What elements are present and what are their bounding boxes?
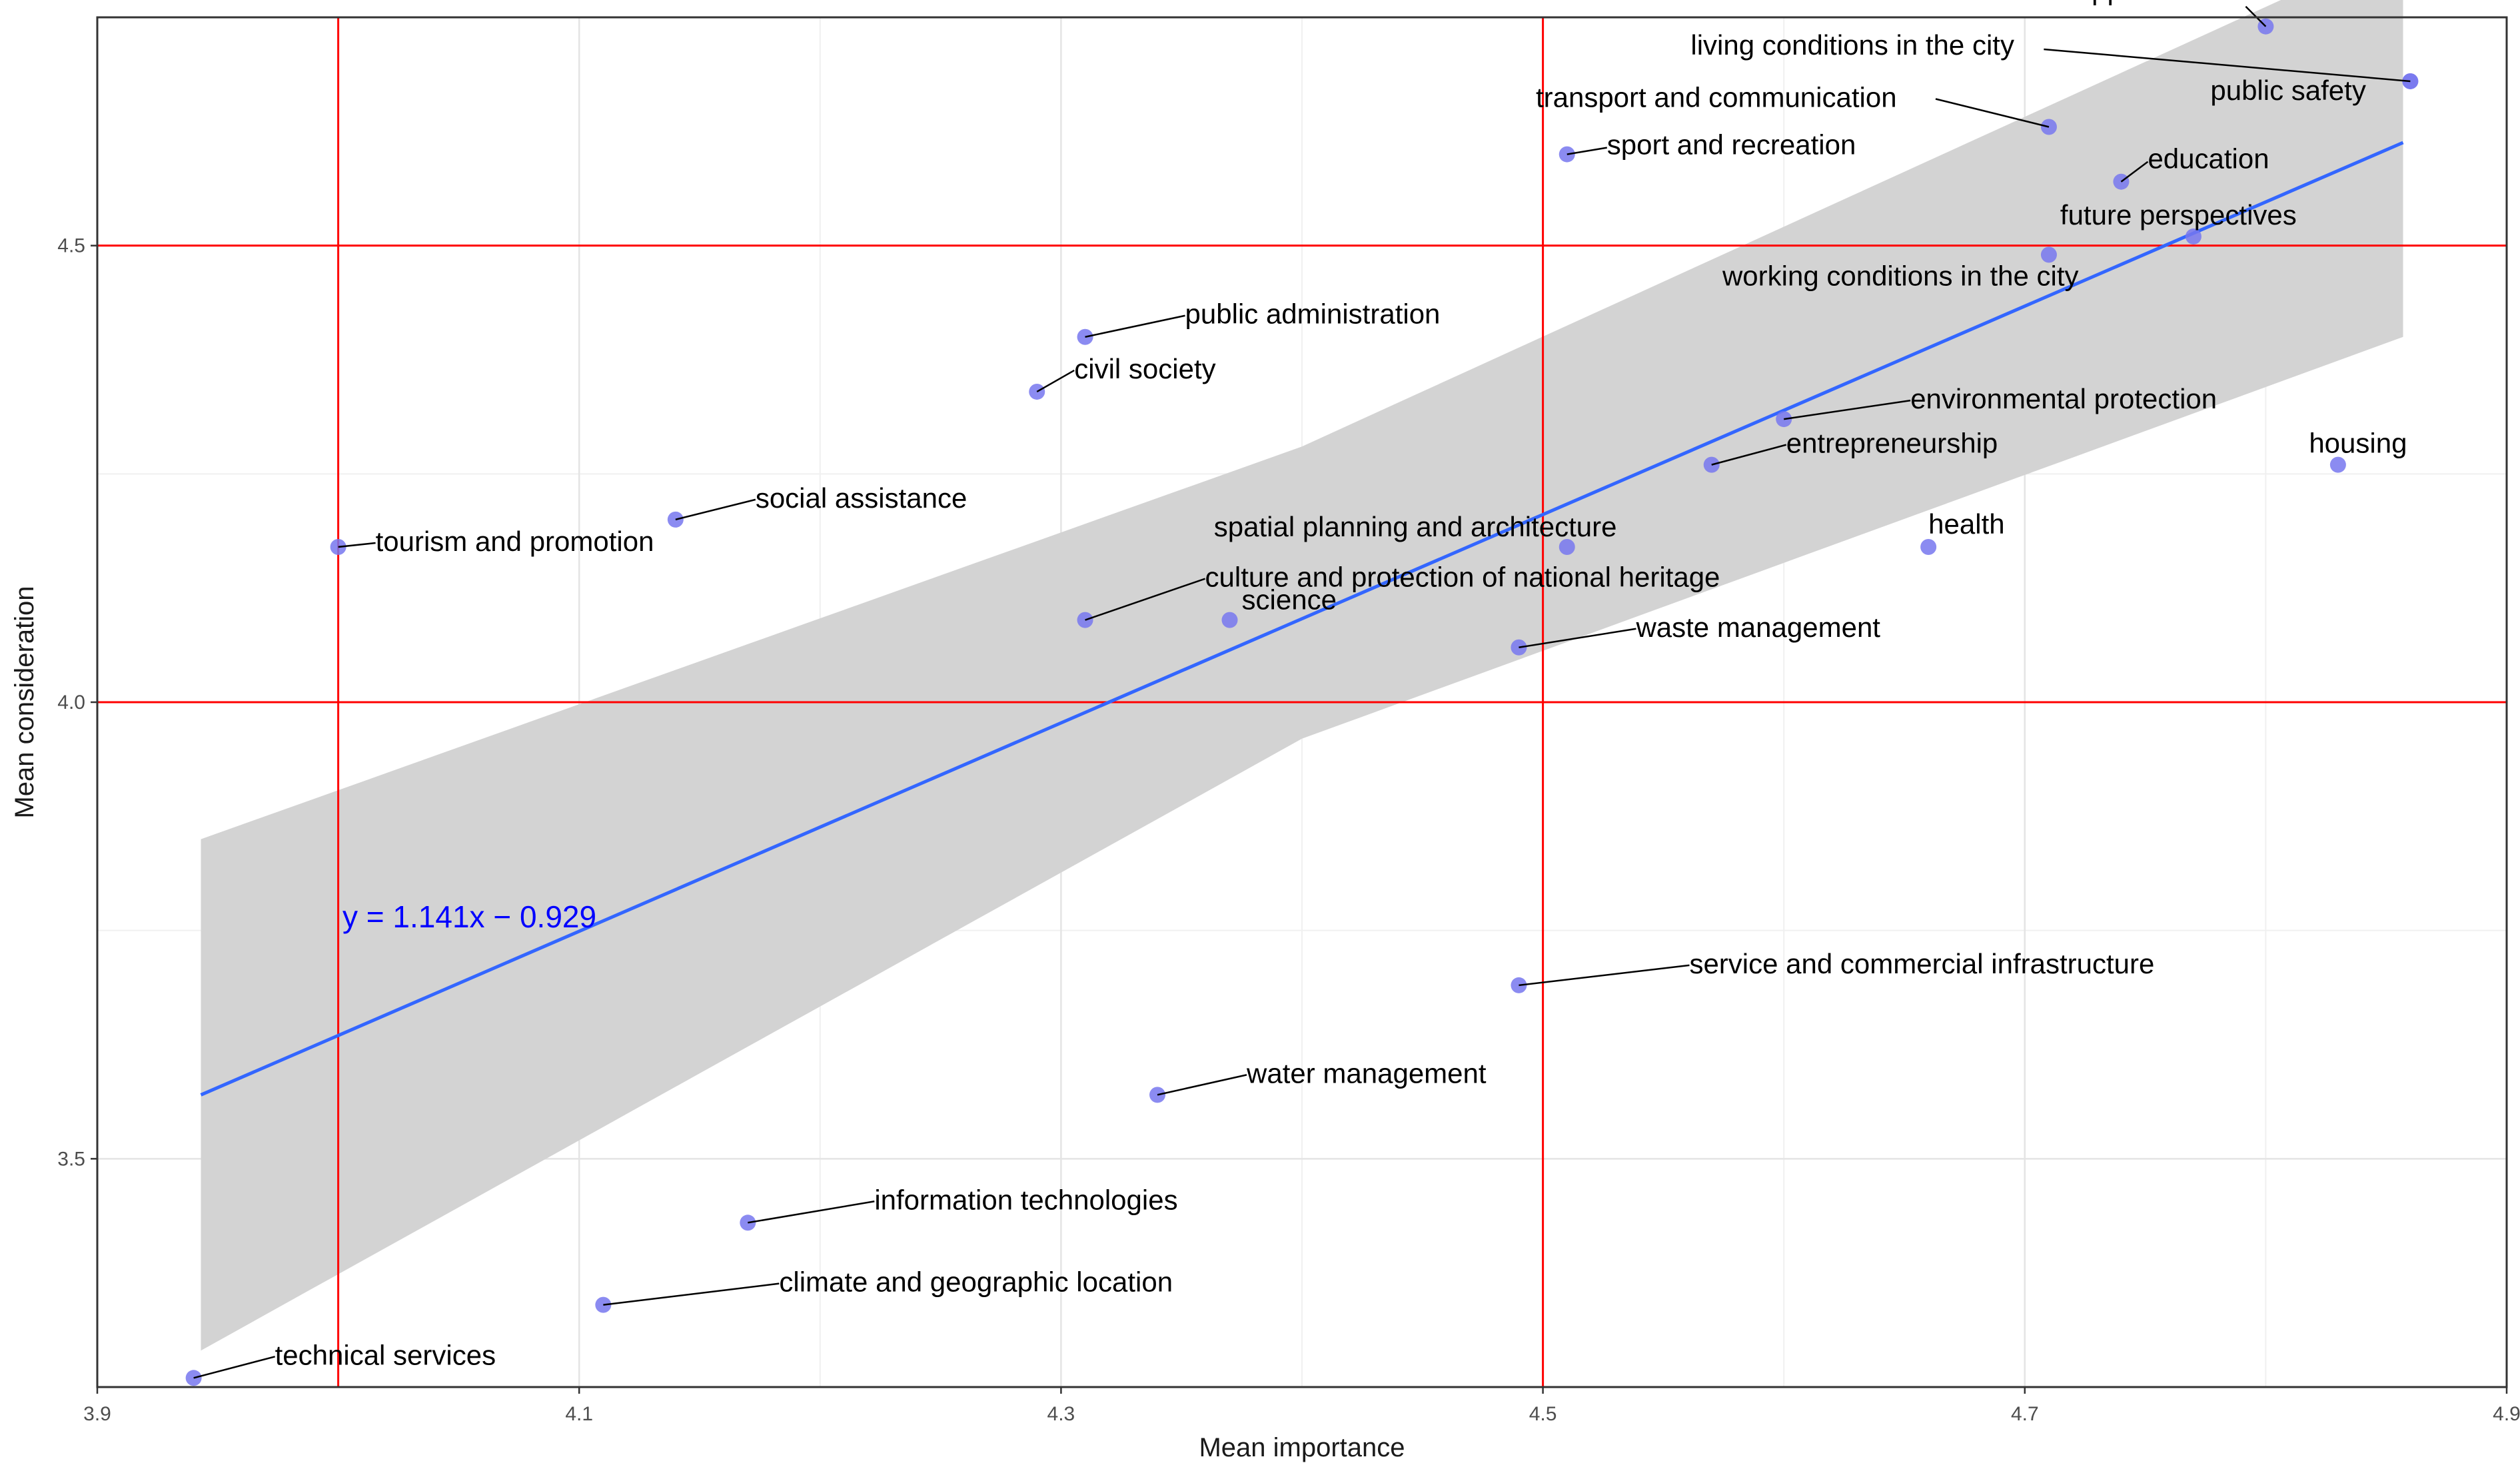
point-label: technical services	[275, 1339, 496, 1370]
leader-line	[1085, 314, 1185, 338]
point-label: transport and communication	[1536, 81, 1897, 113]
point-label: future perspectives	[2060, 199, 2297, 231]
point-label: health	[1928, 508, 2004, 540]
x-tick-label: 3.9	[83, 1403, 111, 1425]
point-label: tourism and promotion	[376, 526, 654, 557]
x-axis-ticks: 3.9 4.1 4.3 4.5 4.7 4.9	[83, 1387, 2520, 1425]
point-label: climate and geographic location	[779, 1266, 1173, 1298]
leader-line	[338, 542, 376, 548]
point-label: civil society	[1074, 353, 1215, 384]
leader-line	[1935, 98, 2050, 128]
point-label: science	[1242, 584, 1337, 616]
data-point	[2040, 246, 2057, 263]
point-label: culture and protection of national herit…	[1205, 562, 1720, 593]
point-label: leisure opportunities	[1986, 0, 2236, 6]
leader-line	[1036, 369, 1075, 393]
point-label: environmental protection	[1910, 383, 2217, 414]
point-label: service and commercial infrastructure	[1689, 948, 2154, 979]
leader-line	[675, 498, 756, 521]
x-tick-label: 4.3	[1047, 1403, 1075, 1425]
data-point	[2329, 456, 2346, 473]
regression-line	[200, 141, 2404, 1097]
leader-line	[1519, 628, 1636, 648]
point-label: working conditions in the city	[1722, 260, 2079, 291]
x-axis-title: Mean importance	[1199, 1433, 1405, 1462]
point-label: housing	[2309, 428, 2407, 459]
point-label: spatial planning and architecture	[1214, 511, 1617, 542]
leader-line	[1784, 399, 1911, 420]
point-label: public administration	[1185, 298, 1441, 330]
point-label: waste management	[1635, 612, 1880, 643]
point-label: information technologies	[874, 1184, 1177, 1215]
regression-equation: y = 1.141x − 0.929	[342, 899, 596, 934]
point-label: social assistance	[756, 482, 967, 514]
leader-line	[1711, 444, 1787, 466]
data-point	[1920, 538, 1937, 555]
leader-line	[193, 1356, 275, 1379]
leader-line	[1157, 1074, 1247, 1096]
leader-line	[2120, 161, 2149, 183]
leader-line	[603, 1282, 780, 1306]
point-label: entrepreneurship	[1786, 428, 1998, 459]
reference-lines	[97, 17, 2507, 1387]
leader-line	[1519, 964, 1690, 987]
point-label: living conditions in the city	[1690, 29, 2014, 61]
leader-line	[2044, 48, 2411, 83]
point-label: water management	[1246, 1057, 1487, 1089]
data-point	[1559, 538, 1575, 555]
label-leader-lines	[193, 5, 2411, 1379]
y-tick-label: 3.5	[57, 1148, 85, 1170]
x-tick-label: 4.7	[2011, 1403, 2039, 1425]
x-tick-label: 4.9	[2493, 1403, 2520, 1425]
y-tick-label: 4.0	[57, 692, 85, 714]
y-axis-ticks: 3.5 4.0 4.5	[57, 235, 97, 1170]
point-labels: leisure opportunities living conditions i…	[275, 0, 2407, 1370]
y-axis-title: Mean consideration	[10, 586, 39, 818]
y-tick-label: 4.5	[57, 235, 85, 257]
data-point	[1221, 612, 1238, 628]
x-tick-label: 4.5	[1529, 1403, 1557, 1425]
x-tick-label: 4.1	[565, 1403, 593, 1425]
leader-line	[748, 1201, 875, 1224]
confidence-band	[201, 0, 2403, 1351]
data-point	[2185, 228, 2202, 245]
leader-line	[1567, 147, 1607, 155]
point-label: public safety	[2210, 75, 2365, 106]
data-point	[330, 538, 346, 555]
point-label: education	[2148, 143, 2269, 175]
leader-line	[1085, 578, 1205, 621]
point-label: sport and recreation	[1607, 129, 1856, 161]
